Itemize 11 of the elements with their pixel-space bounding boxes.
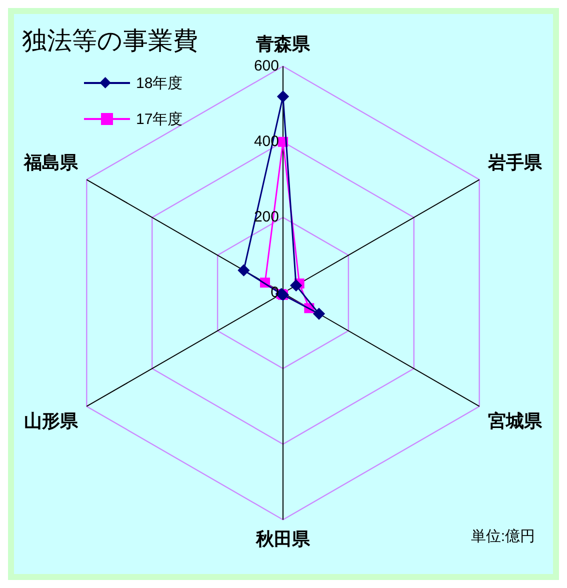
legend-label: 18年度 xyxy=(136,74,183,92)
spoke-label: 宮城県 xyxy=(488,410,543,432)
chart-title: 独法等の事業費 xyxy=(22,26,198,57)
spoke-label: 秋田県 xyxy=(255,529,311,550)
y-tick-label: 600 xyxy=(254,57,279,74)
spoke-label: 青森県 xyxy=(255,34,311,56)
legend-label: 17年度 xyxy=(136,110,183,128)
spoke-label: 福島県 xyxy=(23,152,79,174)
text: 単位:億円 xyxy=(470,527,535,546)
spoke-label: 岩手県 xyxy=(487,152,543,174)
spoke-label: 山形県 xyxy=(24,410,79,432)
